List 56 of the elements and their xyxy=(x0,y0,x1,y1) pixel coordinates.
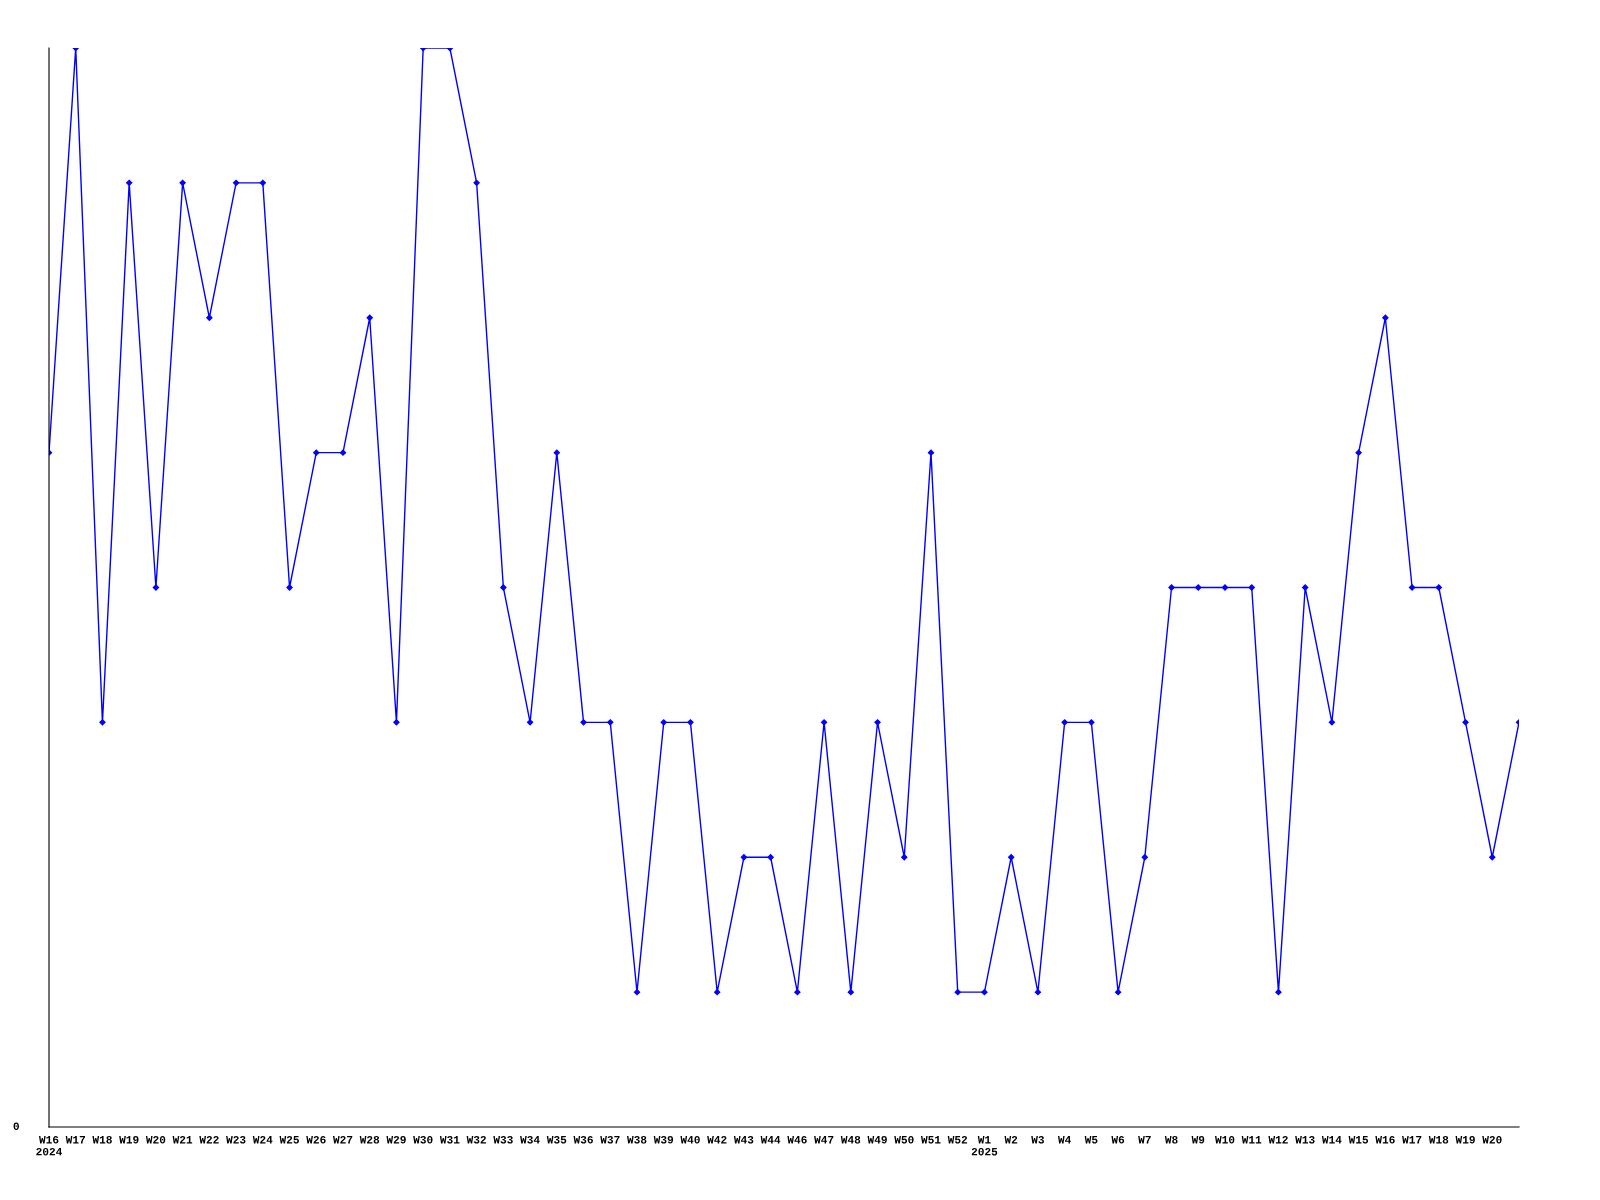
x-tick-label: W5 xyxy=(1084,1136,1098,1144)
x-tick-label: W28 xyxy=(359,1135,380,1144)
x-tick-label: W7 xyxy=(1138,1136,1151,1144)
x-tick-label: W22 xyxy=(199,1135,219,1144)
x-tick-label: W43 xyxy=(733,1135,754,1144)
x-tick-label: W24 xyxy=(252,1135,273,1144)
x-tick-label: W49 xyxy=(867,1135,887,1144)
x-tick-label: W19 xyxy=(119,1135,139,1144)
x-tick-label: W18 xyxy=(92,1135,112,1144)
x-tick-label: W16 xyxy=(1375,1135,1395,1144)
x-tick-label: W6 xyxy=(1111,1135,1125,1144)
x-tick-label: W33 xyxy=(493,1135,513,1144)
x-tick-label: W13 xyxy=(1295,1135,1315,1144)
x-tick-label: W50 xyxy=(894,1135,914,1144)
x-tick-label: W35 xyxy=(546,1135,567,1144)
x-tick-label: W26 xyxy=(306,1135,326,1144)
x-tick-label: W11 xyxy=(1241,1136,1262,1144)
text: 0 xyxy=(13,1122,19,1130)
x-tick-label: W38 xyxy=(627,1135,647,1144)
x-tick-label: W17 xyxy=(65,1136,85,1144)
x-tick-label: W51 xyxy=(921,1136,941,1144)
x-tick-label: W12 xyxy=(1268,1135,1288,1144)
x-tick-label: W31 xyxy=(439,1135,460,1144)
x-tick-label: W16 2024 xyxy=(36,1135,62,1156)
x-tick-label: W10 xyxy=(1215,1135,1235,1144)
x-tick-label: W34 xyxy=(520,1135,540,1144)
x-tick-label: W19 xyxy=(1455,1135,1475,1144)
x-tick-label: W37 xyxy=(600,1135,620,1144)
x-tick-label: W46 xyxy=(787,1135,807,1144)
x-tick-label: W21 xyxy=(172,1135,193,1144)
x-tick-label: W39 xyxy=(653,1135,674,1144)
x-tick-label: W23 xyxy=(226,1135,246,1144)
x-tick-label: W8 xyxy=(1164,1135,1178,1144)
x-tick-label: W52 xyxy=(947,1135,968,1144)
x-tick-label: W3 xyxy=(1031,1135,1045,1144)
x-tick-label: W27 xyxy=(333,1135,353,1144)
x-tick-label: W18 xyxy=(1428,1135,1449,1144)
x-tick-label: W47 xyxy=(814,1136,834,1144)
x-tick-label: W15 xyxy=(1348,1136,1369,1144)
x-tick-label: W29 xyxy=(386,1135,406,1144)
x-tick-label: W30 xyxy=(413,1135,433,1144)
x-tick-label: W42 xyxy=(707,1135,727,1144)
x-tick-label: W14 xyxy=(1321,1136,1342,1144)
x-tick-label: W2 xyxy=(1004,1135,1018,1144)
x-tick-label: W1 2025 xyxy=(971,1136,998,1156)
x-tick-label: W20 xyxy=(1482,1135,1502,1144)
x-tick-label: W44 xyxy=(760,1136,781,1144)
x-tick-label: W20 xyxy=(145,1135,166,1144)
x-tick-label: W40 xyxy=(680,1135,700,1144)
x-tick-label: W48 xyxy=(840,1135,861,1144)
x-tick-label: W32 xyxy=(466,1135,486,1144)
x-tick-label: W17 xyxy=(1402,1136,1422,1144)
x-tick-label: W9 xyxy=(1191,1135,1205,1144)
x-tick-label: W36 xyxy=(573,1135,593,1144)
x-tick-label: W4 xyxy=(1057,1136,1071,1144)
x-tick-label: W25 xyxy=(279,1135,299,1144)
